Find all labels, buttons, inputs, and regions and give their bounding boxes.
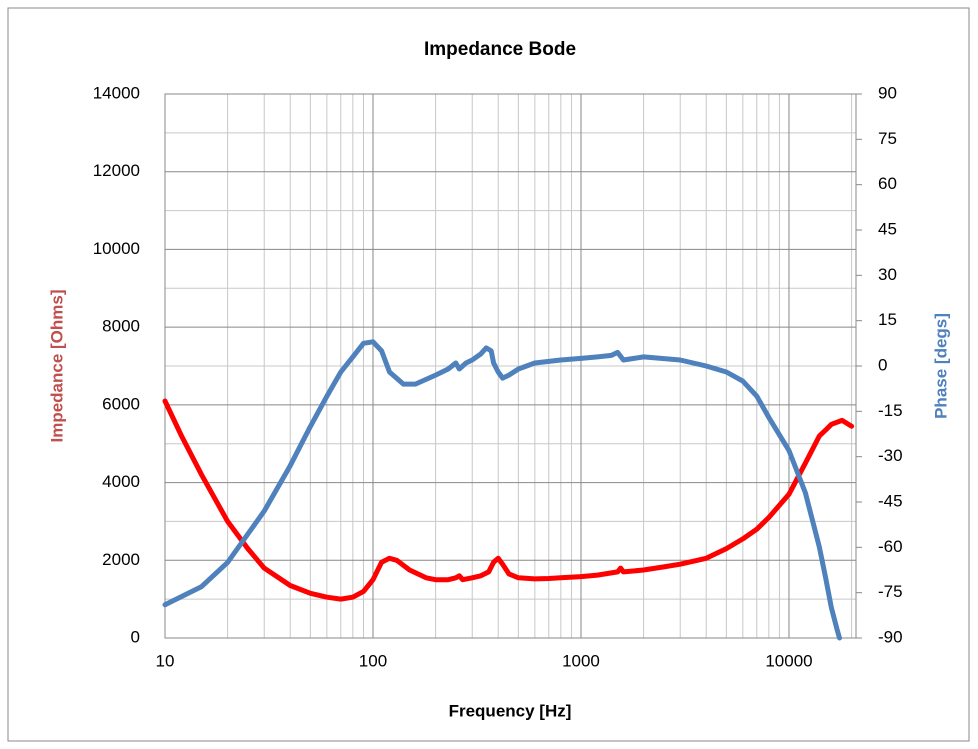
series-line bbox=[162, 398, 855, 602]
y-tick-label: 14000 bbox=[93, 83, 140, 102]
chart-title: Impedance Bode bbox=[424, 39, 576, 60]
y-tick-label: 12000 bbox=[93, 161, 140, 180]
y2-tick-label: -60 bbox=[878, 537, 903, 556]
y2-axis-label: Phase [degs] bbox=[931, 313, 950, 419]
x-tick-label: 10 bbox=[156, 651, 175, 670]
y-tick-label: 6000 bbox=[102, 394, 140, 413]
y-tick-label: 4000 bbox=[102, 472, 140, 491]
y2-tick-label: -15 bbox=[878, 401, 903, 420]
y2-tick-label: 90 bbox=[878, 83, 897, 102]
x-tick-label: 10000 bbox=[765, 651, 812, 670]
y2-tick-label: -30 bbox=[878, 446, 903, 465]
series-line bbox=[162, 339, 842, 641]
y2-tick-label: 0 bbox=[878, 355, 887, 374]
x-tick-label: 1000 bbox=[562, 651, 600, 670]
y2-tick-label: -90 bbox=[878, 627, 903, 646]
y2-tick-label: 60 bbox=[878, 174, 897, 193]
y2-tick-label: 15 bbox=[878, 310, 897, 329]
y-tick-label: 0 bbox=[131, 627, 140, 646]
x-tick-label: 100 bbox=[359, 651, 387, 670]
y-axis-label: Impedance [Ohms] bbox=[47, 289, 66, 442]
x-axis-label: Frequency [Hz] bbox=[449, 701, 572, 720]
y2-tick-label: -45 bbox=[878, 491, 903, 510]
y2-tick-label: 30 bbox=[878, 265, 897, 284]
y2-tick-label: 45 bbox=[878, 219, 897, 238]
y-tick-label: 8000 bbox=[102, 317, 140, 336]
plot-area bbox=[164, 93, 857, 639]
chart-frame bbox=[7, 7, 970, 742]
y2-tick-label: -75 bbox=[878, 582, 903, 601]
y-tick-label: 10000 bbox=[93, 239, 140, 258]
y-tick-label: 2000 bbox=[102, 550, 140, 569]
y2-tick-label: 75 bbox=[878, 129, 897, 148]
